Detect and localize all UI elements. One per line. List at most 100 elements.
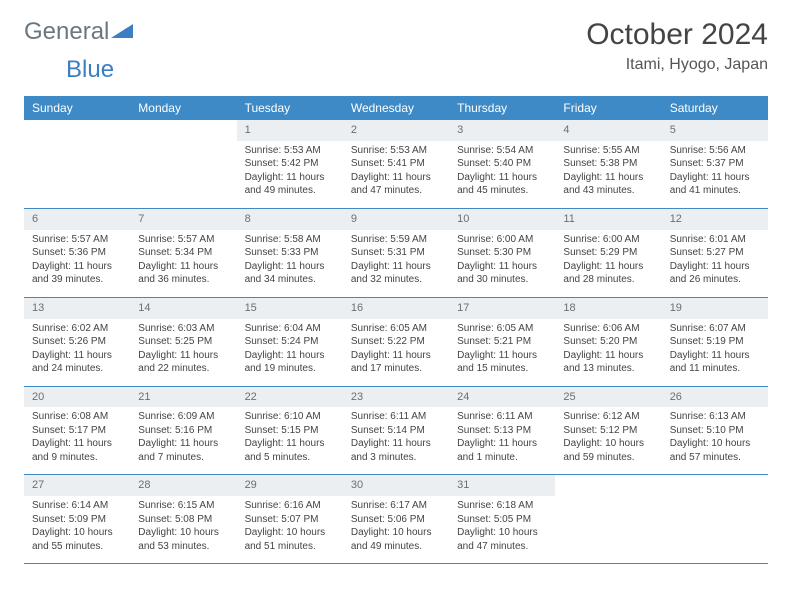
calendar-cell: 15Sunrise: 6:04 AMSunset: 5:24 PMDayligh…: [237, 297, 343, 386]
calendar-cell: 16Sunrise: 6:05 AMSunset: 5:22 PMDayligh…: [343, 297, 449, 386]
day-number: 11: [555, 209, 661, 230]
calendar-cell: 25Sunrise: 6:12 AMSunset: 5:12 PMDayligh…: [555, 386, 661, 475]
calendar-cell: 13Sunrise: 6:02 AMSunset: 5:26 PMDayligh…: [24, 297, 130, 386]
day-number: 21: [130, 387, 236, 408]
calendar-cell: 28Sunrise: 6:15 AMSunset: 5:08 PMDayligh…: [130, 475, 236, 564]
day-header: Tuesday: [237, 96, 343, 120]
day-details: Sunrise: 6:12 AMSunset: 5:12 PMDaylight:…: [555, 407, 661, 474]
day-number: 3: [449, 120, 555, 141]
logo-triangle-icon: [111, 21, 133, 44]
day-details: Sunrise: 5:53 AMSunset: 5:42 PMDaylight:…: [237, 141, 343, 208]
calendar-cell: 7Sunrise: 5:57 AMSunset: 5:34 PMDaylight…: [130, 208, 236, 297]
day-details: Sunrise: 6:16 AMSunset: 5:07 PMDaylight:…: [237, 496, 343, 563]
day-details: Sunrise: 6:18 AMSunset: 5:05 PMDaylight:…: [449, 496, 555, 563]
day-details: Sunrise: 5:57 AMSunset: 5:34 PMDaylight:…: [130, 230, 236, 297]
day-details: Sunrise: 5:58 AMSunset: 5:33 PMDaylight:…: [237, 230, 343, 297]
day-number: 8: [237, 209, 343, 230]
day-details: Sunrise: 5:56 AMSunset: 5:37 PMDaylight:…: [662, 141, 768, 208]
logo: General: [24, 18, 135, 46]
day-details: Sunrise: 6:00 AMSunset: 5:29 PMDaylight:…: [555, 230, 661, 297]
day-header: Friday: [555, 96, 661, 120]
day-details: Sunrise: 6:08 AMSunset: 5:17 PMDaylight:…: [24, 407, 130, 474]
calendar-week: 13Sunrise: 6:02 AMSunset: 5:26 PMDayligh…: [24, 297, 768, 386]
logo-word1: General: [24, 18, 109, 46]
day-number: 5: [662, 120, 768, 141]
day-details: Sunrise: 5:55 AMSunset: 5:38 PMDaylight:…: [555, 141, 661, 208]
day-number: 20: [24, 387, 130, 408]
calendar-cell: 10Sunrise: 6:00 AMSunset: 5:30 PMDayligh…: [449, 208, 555, 297]
calendar-cell: 5Sunrise: 5:56 AMSunset: 5:37 PMDaylight…: [662, 120, 768, 208]
day-header: Saturday: [662, 96, 768, 120]
calendar-cell: 3Sunrise: 5:54 AMSunset: 5:40 PMDaylight…: [449, 120, 555, 208]
day-number: 23: [343, 387, 449, 408]
calendar-cell: ..: [555, 475, 661, 564]
day-number: 24: [449, 387, 555, 408]
day-details: Sunrise: 5:53 AMSunset: 5:41 PMDaylight:…: [343, 141, 449, 208]
calendar-cell: 2Sunrise: 5:53 AMSunset: 5:41 PMDaylight…: [343, 120, 449, 208]
day-header: Thursday: [449, 96, 555, 120]
calendar-cell: ..: [662, 475, 768, 564]
day-details: Sunrise: 5:57 AMSunset: 5:36 PMDaylight:…: [24, 230, 130, 297]
day-details: Sunrise: 6:01 AMSunset: 5:27 PMDaylight:…: [662, 230, 768, 297]
day-details: Sunrise: 6:05 AMSunset: 5:22 PMDaylight:…: [343, 319, 449, 386]
day-number: 10: [449, 209, 555, 230]
day-number: 19: [662, 298, 768, 319]
calendar-cell: 24Sunrise: 6:11 AMSunset: 5:13 PMDayligh…: [449, 386, 555, 475]
calendar-cell: 30Sunrise: 6:17 AMSunset: 5:06 PMDayligh…: [343, 475, 449, 564]
day-number: 29: [237, 475, 343, 496]
calendar-cell: 21Sunrise: 6:09 AMSunset: 5:16 PMDayligh…: [130, 386, 236, 475]
day-number: 15: [237, 298, 343, 319]
calendar-cell: 22Sunrise: 6:10 AMSunset: 5:15 PMDayligh…: [237, 386, 343, 475]
calendar-cell: 19Sunrise: 6:07 AMSunset: 5:19 PMDayligh…: [662, 297, 768, 386]
day-number: 27: [24, 475, 130, 496]
calendar-table: SundayMondayTuesdayWednesdayThursdayFrid…: [24, 96, 768, 564]
calendar-cell: 26Sunrise: 6:13 AMSunset: 5:10 PMDayligh…: [662, 386, 768, 475]
day-number: 14: [130, 298, 236, 319]
calendar-cell: 8Sunrise: 5:58 AMSunset: 5:33 PMDaylight…: [237, 208, 343, 297]
day-number: 22: [237, 387, 343, 408]
day-details: Sunrise: 6:02 AMSunset: 5:26 PMDaylight:…: [24, 319, 130, 386]
calendar-cell: 12Sunrise: 6:01 AMSunset: 5:27 PMDayligh…: [662, 208, 768, 297]
day-details: Sunrise: 5:59 AMSunset: 5:31 PMDaylight:…: [343, 230, 449, 297]
day-number: 6: [24, 209, 130, 230]
calendar-cell: 17Sunrise: 6:05 AMSunset: 5:21 PMDayligh…: [449, 297, 555, 386]
day-details: Sunrise: 6:06 AMSunset: 5:20 PMDaylight:…: [555, 319, 661, 386]
day-header: Sunday: [24, 96, 130, 120]
calendar-cell: 31Sunrise: 6:18 AMSunset: 5:05 PMDayligh…: [449, 475, 555, 564]
day-details: Sunrise: 6:14 AMSunset: 5:09 PMDaylight:…: [24, 496, 130, 563]
calendar-cell: ..: [130, 120, 236, 208]
calendar-week: 27Sunrise: 6:14 AMSunset: 5:09 PMDayligh…: [24, 475, 768, 564]
day-details: Sunrise: 6:09 AMSunset: 5:16 PMDaylight:…: [130, 407, 236, 474]
day-number: 25: [555, 387, 661, 408]
day-details: Sunrise: 6:11 AMSunset: 5:13 PMDaylight:…: [449, 407, 555, 474]
calendar-cell: 4Sunrise: 5:55 AMSunset: 5:38 PMDaylight…: [555, 120, 661, 208]
calendar-week: ....1Sunrise: 5:53 AMSunset: 5:42 PMDayl…: [24, 120, 768, 208]
day-number: 1: [237, 120, 343, 141]
calendar-cell: 23Sunrise: 6:11 AMSunset: 5:14 PMDayligh…: [343, 386, 449, 475]
day-details: Sunrise: 6:15 AMSunset: 5:08 PMDaylight:…: [130, 496, 236, 563]
calendar-week: 20Sunrise: 6:08 AMSunset: 5:17 PMDayligh…: [24, 386, 768, 475]
day-details: Sunrise: 6:10 AMSunset: 5:15 PMDaylight:…: [237, 407, 343, 474]
day-header: Monday: [130, 96, 236, 120]
day-details: Sunrise: 6:07 AMSunset: 5:19 PMDaylight:…: [662, 319, 768, 386]
day-details: Sunrise: 6:13 AMSunset: 5:10 PMDaylight:…: [662, 407, 768, 474]
calendar-cell: 27Sunrise: 6:14 AMSunset: 5:09 PMDayligh…: [24, 475, 130, 564]
day-number: 28: [130, 475, 236, 496]
day-details: Sunrise: 6:11 AMSunset: 5:14 PMDaylight:…: [343, 407, 449, 474]
day-header: Wednesday: [343, 96, 449, 120]
day-number: 7: [130, 209, 236, 230]
calendar-cell: 20Sunrise: 6:08 AMSunset: 5:17 PMDayligh…: [24, 386, 130, 475]
day-details: Sunrise: 6:00 AMSunset: 5:30 PMDaylight:…: [449, 230, 555, 297]
logo-word2: Blue: [66, 56, 114, 83]
day-number: 9: [343, 209, 449, 230]
day-details: Sunrise: 6:17 AMSunset: 5:06 PMDaylight:…: [343, 496, 449, 563]
day-details: Sunrise: 6:05 AMSunset: 5:21 PMDaylight:…: [449, 319, 555, 386]
location: Itami, Hyogo, Japan: [586, 56, 768, 74]
day-number: 4: [555, 120, 661, 141]
day-number: 18: [555, 298, 661, 319]
calendar-cell: 18Sunrise: 6:06 AMSunset: 5:20 PMDayligh…: [555, 297, 661, 386]
day-number: 12: [662, 209, 768, 230]
calendar-cell: 1Sunrise: 5:53 AMSunset: 5:42 PMDaylight…: [237, 120, 343, 208]
calendar-cell: 14Sunrise: 6:03 AMSunset: 5:25 PMDayligh…: [130, 297, 236, 386]
day-details: Sunrise: 5:54 AMSunset: 5:40 PMDaylight:…: [449, 141, 555, 208]
